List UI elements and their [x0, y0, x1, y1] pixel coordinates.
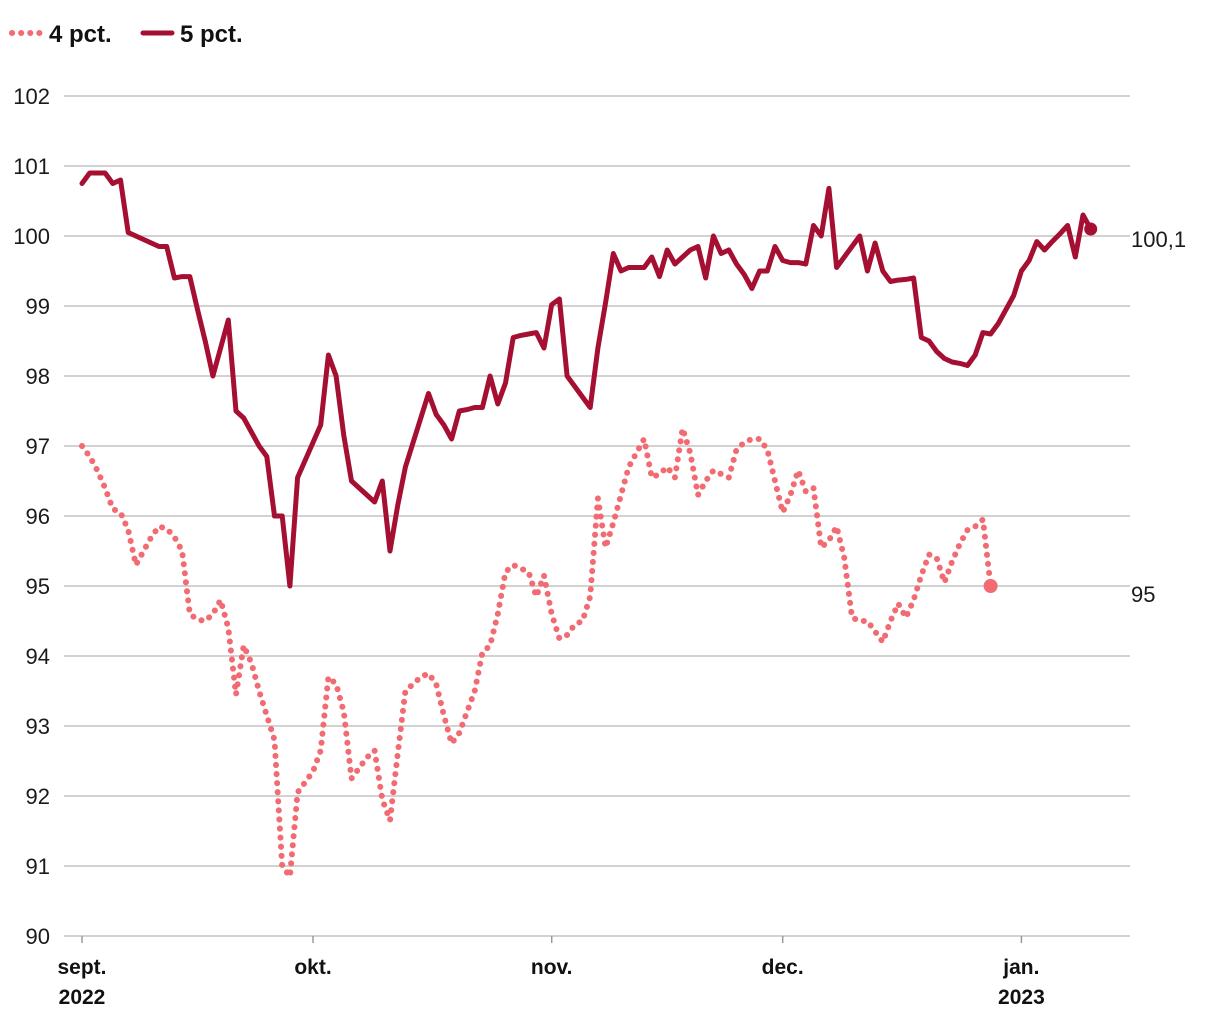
x-tick-sublabel: 2023 — [998, 986, 1045, 1009]
y-tick-label: 92 — [26, 784, 50, 809]
y-tick-label: 101 — [13, 154, 50, 179]
x-tick-label: okt. — [294, 956, 331, 979]
legend-label-4pct: 4 pct. — [49, 21, 112, 48]
legend-item-4pct: 4 pct. — [9, 21, 112, 48]
x-tick-label: sept. — [57, 956, 106, 979]
y-tick-label: 94 — [26, 644, 50, 669]
series-end-marker — [983, 579, 998, 593]
x-tick-label: jan. — [1002, 956, 1039, 979]
series-end-label: 100,1 — [1131, 227, 1186, 252]
y-tick-label: 91 — [26, 854, 50, 879]
y-tick-label: 90 — [26, 924, 50, 949]
series — [79, 170, 1098, 880]
y-tick-label: 99 — [26, 294, 50, 319]
end-labels: 95 100,1 — [1131, 227, 1186, 607]
y-axis: 90 91 92 93 94 95 96 97 98 99 100 101 102 — [13, 84, 50, 949]
y-tick-label: 98 — [26, 364, 50, 389]
x-tick-label: nov. — [531, 956, 573, 979]
series-end-label: 95 — [1131, 582, 1155, 607]
y-tick-label: 97 — [26, 434, 50, 459]
y-tick-label: 93 — [26, 714, 50, 739]
legend-item-5pct: 5 pct. — [140, 21, 243, 48]
series-line-4pct — [79, 425, 994, 880]
y-tick-label: 95 — [26, 574, 50, 599]
y-tick-label: 100 — [13, 224, 50, 249]
x-axis: sept. 2022 okt. nov. dec. jan. 2023 — [57, 936, 1045, 1009]
y-tick-label: 102 — [13, 84, 50, 109]
series-line-5pct — [79, 170, 1094, 589]
x-tick-label: dec. — [762, 956, 804, 979]
y-tick-label: 96 — [26, 504, 50, 529]
x-tick-sublabel: 2022 — [59, 986, 106, 1009]
legend: 4 pct. 5 pct. — [9, 21, 243, 48]
legend-label-5pct: 5 pct. — [180, 21, 243, 48]
series-end-marker — [1084, 222, 1098, 236]
